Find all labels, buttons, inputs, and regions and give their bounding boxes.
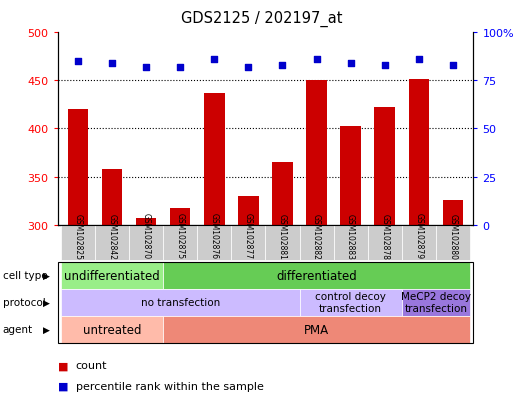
Bar bbox=[102, 169, 122, 225]
Point bbox=[176, 64, 185, 71]
Text: GSM102881: GSM102881 bbox=[278, 213, 287, 259]
Point bbox=[244, 64, 253, 71]
Text: GDS2125 / 202197_at: GDS2125 / 202197_at bbox=[181, 10, 342, 26]
Bar bbox=[340, 127, 361, 225]
Text: GSM102875: GSM102875 bbox=[176, 213, 185, 259]
Bar bbox=[136, 218, 156, 225]
Text: undifferentiated: undifferentiated bbox=[64, 269, 160, 282]
Text: GSM102879: GSM102879 bbox=[414, 213, 423, 259]
Point bbox=[346, 60, 355, 67]
Text: protocol: protocol bbox=[3, 297, 46, 308]
Bar bbox=[374, 108, 395, 225]
Text: percentile rank within the sample: percentile rank within the sample bbox=[76, 381, 264, 391]
Text: GSM102842: GSM102842 bbox=[108, 213, 117, 259]
Bar bbox=[238, 196, 258, 225]
Text: GSM102876: GSM102876 bbox=[210, 213, 219, 259]
Point bbox=[415, 57, 423, 63]
Text: GSM102877: GSM102877 bbox=[244, 213, 253, 259]
Point bbox=[108, 60, 116, 67]
Bar bbox=[442, 200, 463, 225]
Point bbox=[74, 59, 82, 65]
Point bbox=[142, 64, 150, 71]
Text: GSM102883: GSM102883 bbox=[346, 213, 355, 259]
Bar bbox=[306, 81, 327, 225]
Text: agent: agent bbox=[3, 324, 33, 335]
Text: ▶: ▶ bbox=[42, 298, 50, 307]
Bar bbox=[170, 209, 190, 225]
Point bbox=[278, 62, 287, 69]
Text: GSM102870: GSM102870 bbox=[142, 213, 151, 259]
Text: untreated: untreated bbox=[83, 323, 141, 336]
Text: no transfection: no transfection bbox=[141, 297, 220, 308]
Text: GSM102825: GSM102825 bbox=[73, 213, 83, 259]
Text: MeCP2 decoy
transfection: MeCP2 decoy transfection bbox=[401, 292, 471, 313]
Point bbox=[381, 62, 389, 69]
Text: ■: ■ bbox=[58, 361, 68, 370]
Bar bbox=[408, 80, 429, 225]
Bar bbox=[68, 110, 88, 225]
Bar bbox=[272, 163, 293, 225]
Point bbox=[312, 57, 321, 63]
Text: cell type: cell type bbox=[3, 271, 47, 281]
Text: GSM102880: GSM102880 bbox=[448, 213, 458, 259]
Text: GSM102878: GSM102878 bbox=[380, 213, 389, 259]
Text: PMA: PMA bbox=[304, 323, 329, 336]
Text: GSM102882: GSM102882 bbox=[312, 213, 321, 259]
Text: control decoy
transfection: control decoy transfection bbox=[315, 292, 386, 313]
Text: count: count bbox=[76, 361, 107, 370]
Text: ▶: ▶ bbox=[42, 271, 50, 280]
Text: differentiated: differentiated bbox=[276, 269, 357, 282]
Point bbox=[210, 57, 219, 63]
Text: ▶: ▶ bbox=[42, 325, 50, 334]
Point bbox=[449, 62, 457, 69]
Bar bbox=[204, 93, 224, 225]
Text: ■: ■ bbox=[58, 381, 68, 391]
